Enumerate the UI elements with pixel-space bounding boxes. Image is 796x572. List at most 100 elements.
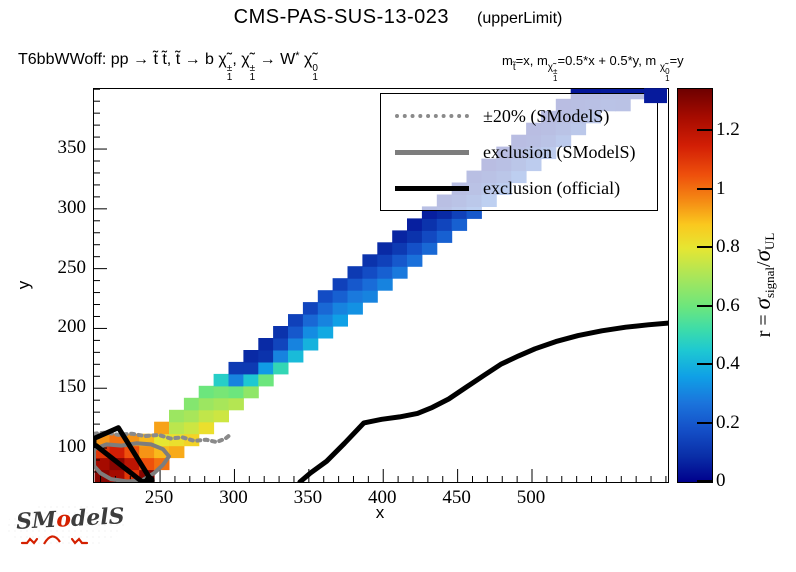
y-tick-label: 100 [57, 436, 87, 458]
x-tick-label: 500 [516, 487, 546, 508]
chargino-subscript: χ̃ [547, 62, 554, 73]
heatmap-cell [273, 338, 289, 351]
sigma-symbol: σ [750, 298, 775, 310]
mass-text: =0.5*x + 0.5*y, m [557, 53, 660, 68]
heatmap-cell [407, 218, 423, 231]
neutralino-subscript: χ̃ [659, 62, 666, 73]
heatmap-cell [169, 421, 185, 435]
heatmap-cell [169, 409, 185, 423]
heatmap-cell [228, 361, 244, 375]
legend-label: exclusion (SModelS) [483, 141, 636, 162]
slash: / [753, 261, 775, 267]
page-subtitle: (upperLimit) [477, 10, 563, 27]
heatmap-cell [213, 397, 229, 411]
colorbar-tick [697, 363, 712, 366]
cbar-r: r = [753, 309, 775, 338]
heatmap-cell [243, 361, 259, 375]
heatmap-cell [302, 314, 319, 327]
heatmap-cell [288, 338, 304, 351]
y-tick-label: 250 [57, 256, 87, 278]
wboson-star: * [295, 50, 300, 62]
heatmap-cell [347, 266, 363, 279]
heatmap-cell [392, 230, 408, 243]
heatmap-cell [109, 445, 125, 459]
y-tick-label: 300 [57, 196, 87, 218]
colorbar-tick [697, 246, 712, 249]
legend-item-smodels: exclusion (SModelS) [381, 134, 657, 170]
colorbar-tick [697, 129, 712, 132]
logo-dels: delS [70, 503, 126, 532]
logo-sm: SM [15, 506, 57, 535]
heatmap-cell [392, 254, 408, 267]
heatmap-cell [243, 373, 259, 387]
heatmap-cell [288, 326, 304, 339]
heatmap-cell [332, 314, 348, 327]
heatmap-cell [213, 409, 229, 423]
heatmap-cell [213, 373, 229, 387]
sigma-signal-subscript: signal [762, 266, 777, 299]
heatmap-cell [451, 218, 468, 231]
colorbar-tick [697, 187, 712, 190]
heatmap-cell [421, 218, 438, 231]
heatmap-cell [362, 254, 378, 267]
legend-label: exclusion (official) [483, 177, 621, 198]
y-tick-label: 200 [57, 316, 87, 338]
heatmap-cell [288, 350, 304, 363]
heatmap-cell [347, 302, 363, 315]
arrow-icon: → [133, 51, 150, 68]
heatmap-cell [436, 230, 453, 243]
heatmap-cell [332, 290, 348, 303]
mass-text: m [502, 53, 513, 68]
process-label: T6bbWWoff: pp → t̃ t̃, t̃ → b χ̃ ±1, χ̃ ±1… [18, 50, 318, 83]
colorbar-tick-label: 0 [716, 470, 726, 491]
heatmap-cell [228, 385, 244, 399]
heatmap-cell [407, 230, 423, 243]
logo-red-o: o [55, 505, 72, 533]
heatmap-cell [407, 242, 423, 255]
heatmap-cell [317, 302, 334, 315]
process-text: t̃ t̃, t̃ [149, 51, 185, 68]
chargino-symbol: χ̃ [241, 51, 250, 68]
black-line-sample [395, 185, 469, 191]
heatmap-cell [213, 385, 229, 399]
heatmap-cell [273, 350, 289, 363]
x-tick-label: 400 [367, 487, 397, 508]
heatmap-cell [198, 409, 215, 423]
heatmap-cell [302, 338, 319, 351]
y-tick-label: 150 [57, 376, 87, 398]
legend: ±20% (SModelS) exclusion (SModelS) exclu… [380, 93, 658, 211]
mass-relation-label: mt̃=x, mχ̃ ±1 =0.5*x + 0.5*y, m χ̃ 0 1 =y [502, 53, 684, 83]
x-tick-label: 350 [293, 487, 323, 508]
legend-item-official: exclusion (official) [381, 170, 657, 206]
heatmap-cell [198, 421, 215, 435]
colorbar-tick-label: 0.8 [716, 236, 740, 258]
y-tick-label: 350 [57, 137, 87, 159]
contour-line [297, 320, 668, 482]
heatmap-cell [169, 445, 185, 459]
heatmap-cell [347, 278, 363, 291]
heatmap-cell [243, 385, 259, 399]
process-text: T6bbWWoff: pp [18, 51, 134, 68]
chargino-symbol: χ̃ [218, 51, 227, 68]
arrow-icon: → [184, 51, 201, 68]
chargino-indices: ±1 [226, 63, 233, 83]
heatmap-cell [273, 361, 289, 375]
colorbar-title: r = σsignal/σUL [750, 233, 778, 338]
y-axis-title: y [14, 280, 33, 290]
heatmap-cell [362, 278, 378, 291]
heatmap-cell [154, 421, 170, 435]
heatmap-cell [317, 290, 334, 303]
heatmap-cell [288, 314, 304, 327]
heatmap-cell [183, 409, 200, 423]
heatmap-cell [258, 373, 274, 387]
heatmap-cell [302, 326, 319, 339]
colorbar-tick [697, 421, 712, 424]
heatmap-cell [347, 290, 363, 303]
heatmap-cell [362, 290, 378, 303]
heatmap-cell [258, 338, 274, 351]
process-text: , [232, 51, 242, 68]
heatmap-cell [436, 218, 453, 231]
chargino-indices: ±1 [553, 67, 558, 83]
heatmap-cell [377, 266, 393, 279]
